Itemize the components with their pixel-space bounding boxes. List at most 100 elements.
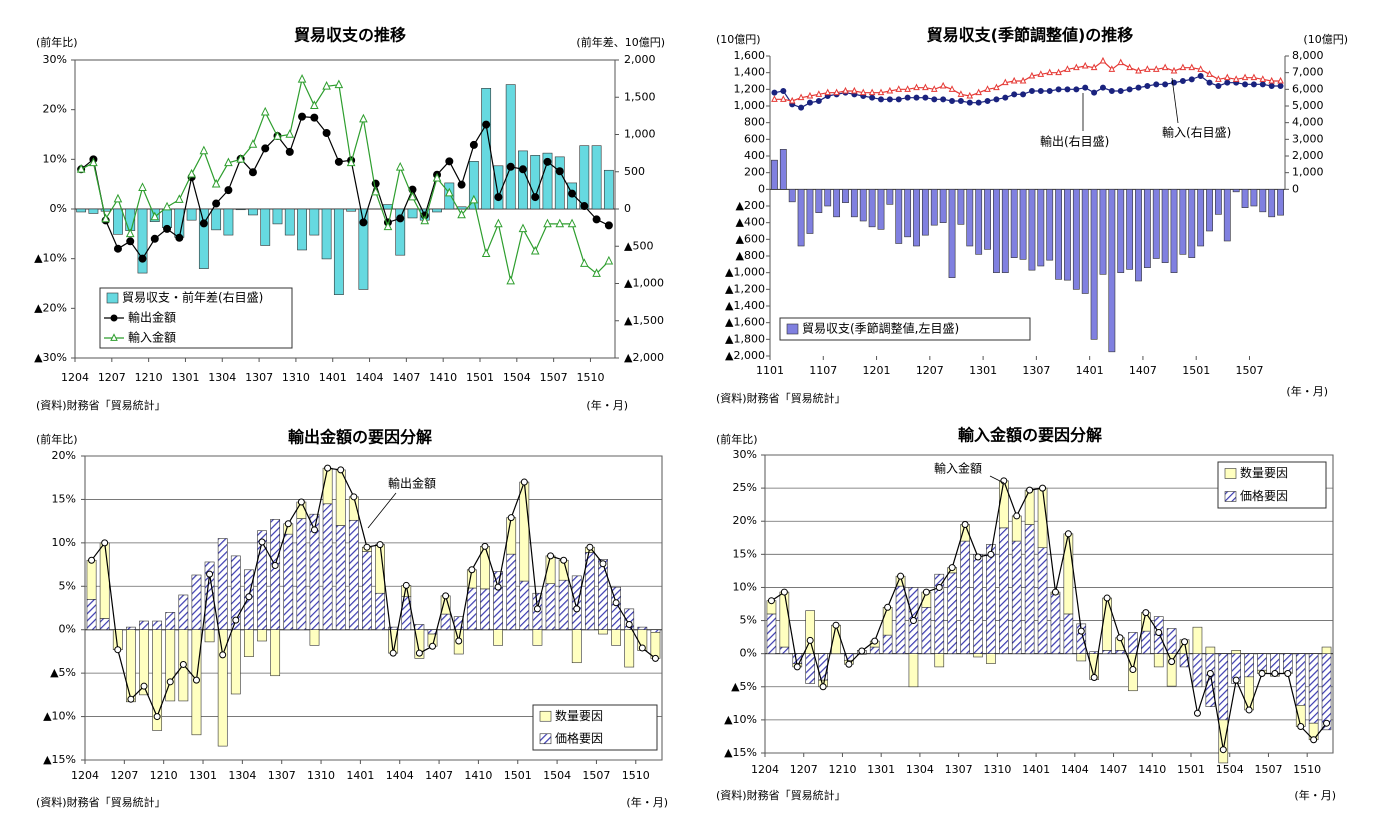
source-note: (資料)財務省「貿易統計」 — [36, 398, 166, 412]
point-marker — [285, 147, 294, 156]
point-marker — [1242, 81, 1249, 88]
point-marker — [76, 163, 86, 173]
bar — [1166, 628, 1177, 654]
point-marker — [858, 647, 866, 655]
y-tick-label: 30% — [43, 53, 67, 66]
bar — [571, 575, 582, 631]
point-marker — [88, 556, 96, 564]
bar — [805, 610, 815, 654]
y-tick-label: 200 — [744, 166, 765, 179]
bar — [283, 533, 294, 631]
point-marker — [599, 560, 607, 568]
point-marker — [651, 654, 659, 662]
point-marker — [966, 91, 974, 99]
point-marker — [815, 98, 822, 104]
x-tick-label: 1204 — [71, 769, 99, 782]
chart-title: 貿易収支(季節調整値)の推移 — [927, 26, 1134, 45]
point-marker — [153, 713, 161, 721]
y-tick-label: 0% — [59, 623, 76, 636]
point-marker — [815, 90, 823, 97]
point-marker — [245, 593, 253, 601]
x-tick-label: 1201 — [863, 364, 891, 377]
bar — [792, 653, 803, 664]
point-marker — [1126, 63, 1133, 71]
x-tick-label: 1210 — [828, 763, 856, 776]
bar — [598, 559, 608, 631]
point-marker — [1144, 83, 1151, 89]
point-marker — [1046, 68, 1054, 76]
point-marker — [1002, 94, 1009, 101]
point-marker — [506, 162, 515, 171]
bar — [779, 591, 790, 648]
point-marker — [310, 113, 319, 122]
x-tick-label: 1407 — [1129, 364, 1157, 377]
y2-tick-label: 4,000 — [1292, 116, 1324, 129]
point-marker — [1064, 86, 1071, 93]
bar — [1250, 189, 1258, 207]
bar — [1231, 650, 1242, 654]
chart-title: 輸出金額の要因分解 — [288, 428, 432, 447]
x-tick-label: 1301 — [867, 763, 895, 776]
point-marker — [877, 96, 884, 103]
bar — [1206, 189, 1213, 232]
bar — [204, 629, 215, 643]
x-tick-label: 1107 — [809, 364, 837, 377]
x-tick-label: 1407 — [392, 371, 420, 384]
point-marker — [1039, 484, 1047, 492]
legend-box — [532, 704, 658, 751]
chart-title: 貿易収支の推移 — [294, 26, 406, 45]
point-marker — [396, 214, 405, 223]
bar — [1170, 189, 1178, 273]
bar — [100, 208, 111, 212]
y2-tick-label: 0 — [1292, 182, 1299, 195]
bar — [966, 189, 974, 247]
point-marker — [798, 104, 805, 111]
legend-label: 輸入金額 — [128, 330, 176, 345]
bar — [165, 629, 176, 702]
point-marker — [975, 88, 982, 96]
bar — [137, 208, 148, 274]
bar — [335, 469, 346, 526]
point-marker — [1081, 61, 1089, 69]
x-tick-label: 1401 — [1022, 763, 1050, 776]
point-marker — [1284, 670, 1292, 678]
bar — [86, 559, 97, 600]
y-axis-label: (10億円) — [716, 33, 761, 46]
point-marker — [886, 86, 894, 94]
series-annotation: 輸入(右目盛) — [1162, 125, 1231, 140]
bar — [1055, 189, 1062, 280]
point-marker — [1073, 63, 1080, 71]
point-marker — [175, 194, 184, 203]
point-marker — [832, 621, 840, 629]
point-marker — [949, 98, 956, 104]
bar — [1063, 613, 1074, 654]
point-marker — [1179, 63, 1187, 71]
y2-axis-label: (10億円) — [1303, 33, 1348, 46]
bar — [591, 145, 602, 210]
point-marker — [297, 74, 307, 83]
bar — [939, 189, 947, 223]
x-tick-label: 1401 — [1076, 364, 1104, 377]
bar — [984, 189, 991, 250]
point-marker — [113, 193, 123, 203]
y-tick-label: 400 — [744, 149, 765, 162]
bar — [76, 208, 87, 213]
point-marker — [1259, 75, 1267, 82]
point-marker — [1103, 594, 1111, 602]
chart-title: 輸入金額の要因分解 — [958, 426, 1102, 445]
bar — [895, 585, 906, 654]
point-marker — [442, 592, 450, 600]
x-tick-label: 1410 — [464, 769, 492, 782]
bar — [1259, 189, 1267, 213]
bar — [882, 634, 893, 654]
bar — [1153, 653, 1164, 668]
point-marker — [125, 228, 135, 238]
bar — [309, 629, 320, 646]
y-tick-label: ▲5% — [731, 680, 757, 693]
point-marker — [359, 218, 368, 227]
bar — [833, 189, 841, 218]
bar — [1126, 189, 1134, 270]
point-marker — [897, 572, 905, 580]
bar — [1064, 189, 1071, 281]
bar — [850, 189, 858, 218]
